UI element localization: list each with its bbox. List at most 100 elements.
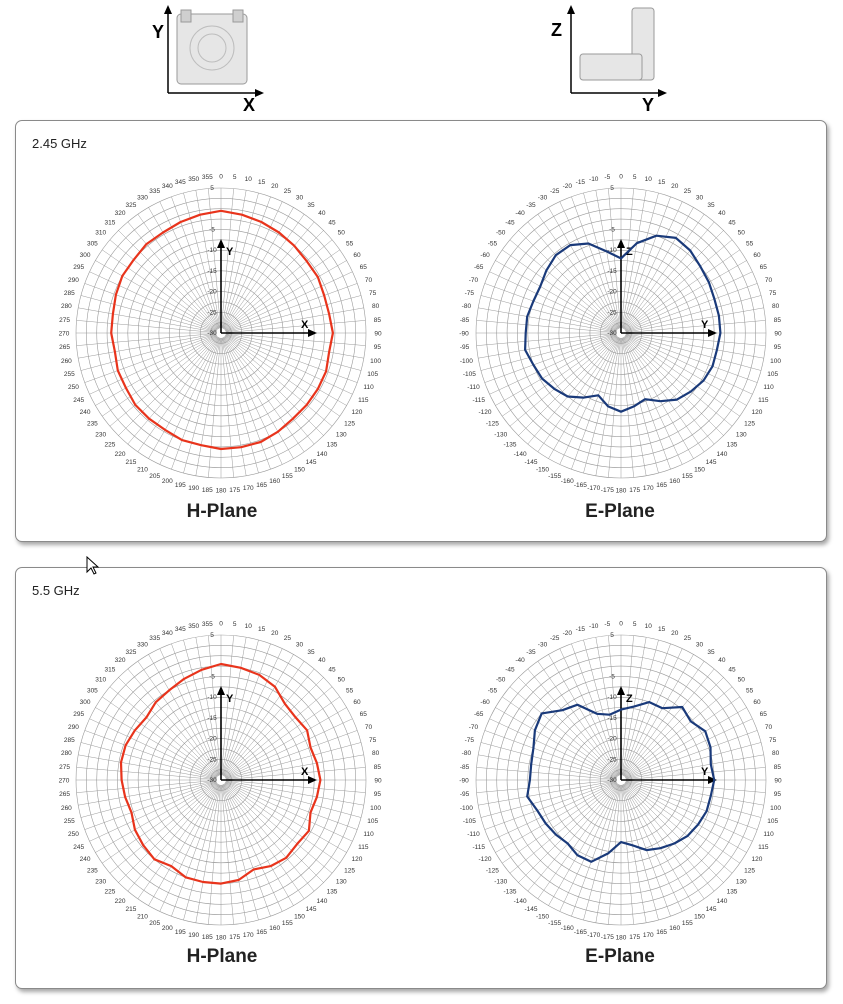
angle-tick-label: 275 — [59, 317, 70, 324]
grid-spoke — [102, 335, 218, 417]
grid-spoke — [622, 201, 683, 329]
grid-spoke — [225, 333, 366, 346]
grid-spoke — [625, 754, 764, 780]
plot-vertical-axis-label: Y — [226, 693, 234, 705]
grid-spoke — [225, 742, 362, 779]
angle-tick-label: 195 — [175, 482, 186, 489]
grid-spoke — [623, 207, 694, 329]
angle-tick-label: 310 — [95, 677, 106, 684]
angle-tick-label: 70 — [365, 724, 373, 731]
angle-tick-label: 40 — [318, 210, 326, 217]
grid-spoke — [221, 637, 247, 776]
grid-spoke — [480, 781, 617, 818]
angle-tick-label: -80 — [462, 750, 472, 757]
grid-spoke — [624, 336, 733, 427]
angle-tick-label: 75 — [369, 290, 377, 297]
grid-spoke — [624, 783, 724, 883]
angle-tick-label: 0 — [619, 174, 623, 181]
angle-tick-label: 85 — [374, 764, 382, 771]
grid-spoke — [208, 784, 221, 925]
grid-spoke — [622, 639, 659, 776]
grid-spoke — [608, 784, 621, 925]
angle-tick-label: 50 — [738, 230, 746, 237]
angle-tick-label: -100 — [460, 358, 473, 365]
grid-spoke — [223, 661, 305, 777]
radial-tick-label: -15 — [607, 268, 617, 275]
angle-tick-label: 50 — [738, 677, 746, 684]
angle-tick-label: 255 — [64, 818, 75, 825]
radial-tick-label: -5 — [209, 673, 215, 680]
grid-spoke — [559, 784, 620, 912]
grid-spoke — [622, 196, 671, 329]
angle-tick-label: -65 — [474, 264, 484, 271]
angle-tick-label: 30 — [696, 642, 704, 649]
angle-tick-label: 15 — [258, 179, 266, 186]
access-point-photo — [579, 53, 643, 81]
angle-tick-label: 120 — [752, 856, 763, 863]
angle-tick-label: 145 — [706, 906, 717, 913]
angle-tick-label: -20 — [563, 183, 573, 190]
angle-tick-label: 165 — [256, 482, 267, 489]
grid-spoke — [495, 335, 617, 406]
e-plane-title: E-Plane — [585, 946, 655, 967]
polar-plot-e-plane-2-45: 0 5 10 152025303540455055606570758085909510… — [459, 174, 782, 495]
angle-tick-label: -175 — [601, 487, 614, 494]
angle-tick-label: 315 — [105, 666, 116, 673]
grid-spoke — [225, 335, 347, 406]
grid-spoke — [480, 742, 617, 779]
angle-tick-label: -140 — [514, 898, 527, 905]
angle-tick-label: 110 — [363, 831, 374, 838]
grid-spoke — [225, 271, 353, 332]
grid-spoke — [484, 334, 617, 383]
grid-spoke — [624, 783, 733, 874]
angle-tick-label: 325 — [126, 202, 137, 209]
grid-spoke — [224, 336, 324, 436]
grid-spoke — [527, 783, 618, 892]
angle-tick-label: 65 — [760, 711, 768, 718]
grid-spoke — [625, 283, 758, 332]
angle-tick-label: 80 — [772, 750, 780, 757]
radial-tick-label: -15 — [207, 715, 217, 722]
angle-tick-label: 225 — [105, 889, 116, 896]
radial-tick-label: -20 — [607, 289, 617, 296]
pattern-trace — [119, 662, 322, 885]
grid-spoke — [225, 320, 366, 333]
grid-spoke — [518, 336, 618, 436]
angle-tick-label: 80 — [372, 303, 380, 310]
grid-spoke — [225, 754, 364, 780]
angle-tick-label: 10 — [645, 623, 653, 630]
grid-spoke — [509, 783, 618, 874]
grid-spoke — [221, 337, 247, 476]
grid-spoke — [625, 707, 747, 778]
grid-spoke — [608, 337, 621, 478]
angle-tick-label: -140 — [514, 451, 527, 458]
radial-tick-label: 5 — [610, 632, 614, 639]
angle-tick-label: 105 — [367, 818, 378, 825]
angle-tick-label: 15 — [258, 626, 266, 633]
grid-spoke — [89, 271, 217, 332]
angle-tick-label: 60 — [353, 252, 361, 259]
angle-tick-label: 235 — [87, 868, 98, 875]
angle-tick-label: 290 — [68, 724, 79, 731]
axis-arrow-up — [164, 5, 172, 14]
grid-spoke — [78, 780, 217, 806]
grid-spoke — [80, 742, 217, 779]
grid-spoke — [625, 780, 764, 806]
angle-tick-label: 210 — [137, 913, 148, 920]
angle-tick-label: 335 — [149, 635, 160, 642]
angle-tick-label: 245 — [73, 844, 84, 851]
grid-spoke — [559, 648, 620, 776]
grid-spoke — [95, 782, 217, 853]
angle-tick-label: 45 — [728, 666, 736, 673]
grid-spoke — [76, 767, 217, 780]
grid-spoke — [478, 754, 617, 780]
grid-spoke — [583, 192, 620, 329]
grid-spoke — [109, 336, 218, 427]
grid-spoke — [518, 783, 618, 883]
radial-tick-label: -20 — [207, 736, 217, 743]
angle-tick-label: 30 — [696, 195, 704, 202]
angle-tick-label: 150 — [294, 466, 305, 473]
angle-tick-label: -35 — [526, 649, 536, 656]
grid-spoke — [625, 767, 766, 780]
angle-tick-label: 145 — [306, 906, 317, 913]
